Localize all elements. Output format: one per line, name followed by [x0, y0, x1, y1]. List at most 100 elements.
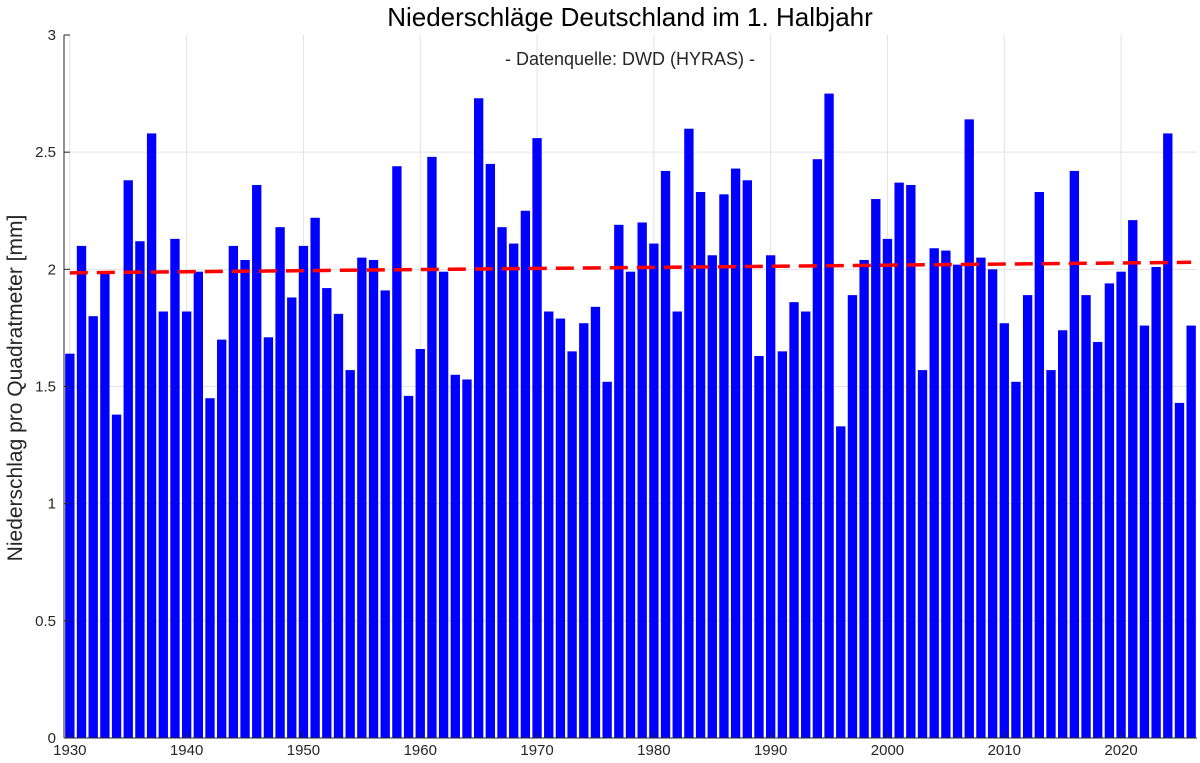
- bar: [298, 245, 309, 738]
- bar: [555, 318, 566, 738]
- y-tick-label: 2: [48, 261, 56, 278]
- bar: [929, 248, 939, 738]
- bar: [427, 156, 437, 738]
- bar: [789, 302, 799, 738]
- y-tick-label: 1.5: [35, 379, 56, 396]
- x-tick-label: 1930: [53, 742, 86, 759]
- bar: [1128, 220, 1138, 738]
- bar: [859, 259, 869, 738]
- bar: [146, 133, 157, 739]
- bar: [240, 259, 250, 738]
- x-tick-label: 1950: [287, 742, 320, 759]
- bar: [403, 395, 414, 738]
- bar: [882, 238, 893, 738]
- bar: [777, 351, 788, 738]
- bar: [719, 194, 729, 738]
- bar: [602, 381, 612, 738]
- bar: [544, 311, 554, 738]
- bar: [625, 271, 636, 738]
- bar: [836, 426, 846, 738]
- x-tick-label: 1970: [520, 742, 553, 759]
- x-tick-label: 1990: [754, 742, 787, 759]
- bar: [906, 184, 916, 738]
- bar: [76, 245, 87, 738]
- bar: [111, 414, 122, 738]
- x-tick-label: 1940: [170, 742, 203, 759]
- bar: [614, 224, 624, 738]
- bar: [1034, 192, 1044, 739]
- bar: [707, 255, 717, 739]
- bar: [999, 323, 1009, 738]
- x-tick-label: 2000: [871, 742, 904, 759]
- bar: [730, 168, 741, 738]
- y-tick-label: 3: [48, 27, 56, 44]
- bar: [742, 180, 752, 738]
- bar: [135, 241, 145, 739]
- bar: [473, 98, 484, 738]
- bar: [438, 271, 449, 738]
- bar-series: [65, 93, 1196, 739]
- bar: [1174, 402, 1185, 738]
- bar: [801, 311, 811, 738]
- bar: [1093, 341, 1103, 738]
- bar: [660, 170, 671, 738]
- bar: [310, 217, 320, 738]
- bar: [695, 192, 706, 739]
- bar: [1046, 370, 1056, 738]
- bar: [357, 257, 367, 738]
- bar: [520, 210, 531, 738]
- x-tick-label: 2010: [988, 742, 1021, 759]
- bar: [1058, 330, 1068, 738]
- bar: [1081, 295, 1091, 738]
- bar: [812, 159, 823, 739]
- y-tick-label: 0: [48, 730, 56, 747]
- tick-labels: 0 0.5 1 1.5 2 2.5 3 1930 1940 1950 1960 1970 1980 199…: [35, 27, 1138, 759]
- x-tick-label: 1980: [637, 742, 670, 759]
- bar: [567, 351, 577, 738]
- bar: [1151, 266, 1161, 738]
- bar: [1104, 283, 1115, 738]
- bar: [824, 93, 834, 739]
- chart-subtitle: - Datenquelle: DWD (HYRAS) -: [505, 49, 755, 69]
- bar: [170, 238, 180, 738]
- bar: [462, 379, 472, 738]
- bar: [579, 323, 589, 738]
- y-tick-label: 1: [48, 496, 56, 513]
- bar: [322, 288, 332, 738]
- axes: [63, 34, 1197, 739]
- bar: [1139, 325, 1150, 738]
- trend-line-layer: [69, 260, 1192, 275]
- y-tick-label: 0.5: [35, 613, 56, 630]
- bar: [380, 290, 390, 738]
- bar: [181, 311, 192, 738]
- bar: [263, 337, 274, 738]
- bar: [871, 199, 881, 739]
- y-tick-label: 2.5: [35, 144, 56, 161]
- bar: [894, 182, 904, 738]
- bar: [450, 374, 460, 738]
- bar: [100, 271, 110, 738]
- x-tick-label: 1960: [404, 742, 437, 759]
- bar: [415, 349, 425, 738]
- bar: [158, 311, 168, 738]
- bar: [368, 259, 379, 738]
- bar: [485, 163, 496, 739]
- bar: [333, 313, 344, 738]
- bar: [847, 295, 858, 738]
- bar: [765, 255, 776, 739]
- bar: [497, 227, 507, 739]
- bar: [917, 370, 928, 738]
- bar: [252, 184, 262, 738]
- bar: [941, 250, 951, 738]
- bar: [754, 356, 764, 738]
- bar: [1163, 133, 1173, 739]
- x-tick-label: 2020: [1104, 742, 1137, 759]
- bar: [392, 166, 402, 738]
- bar: [1022, 295, 1033, 738]
- bar: [684, 128, 694, 738]
- trend-line: [69, 260, 1192, 275]
- bar: [590, 306, 601, 738]
- bar: [217, 339, 227, 738]
